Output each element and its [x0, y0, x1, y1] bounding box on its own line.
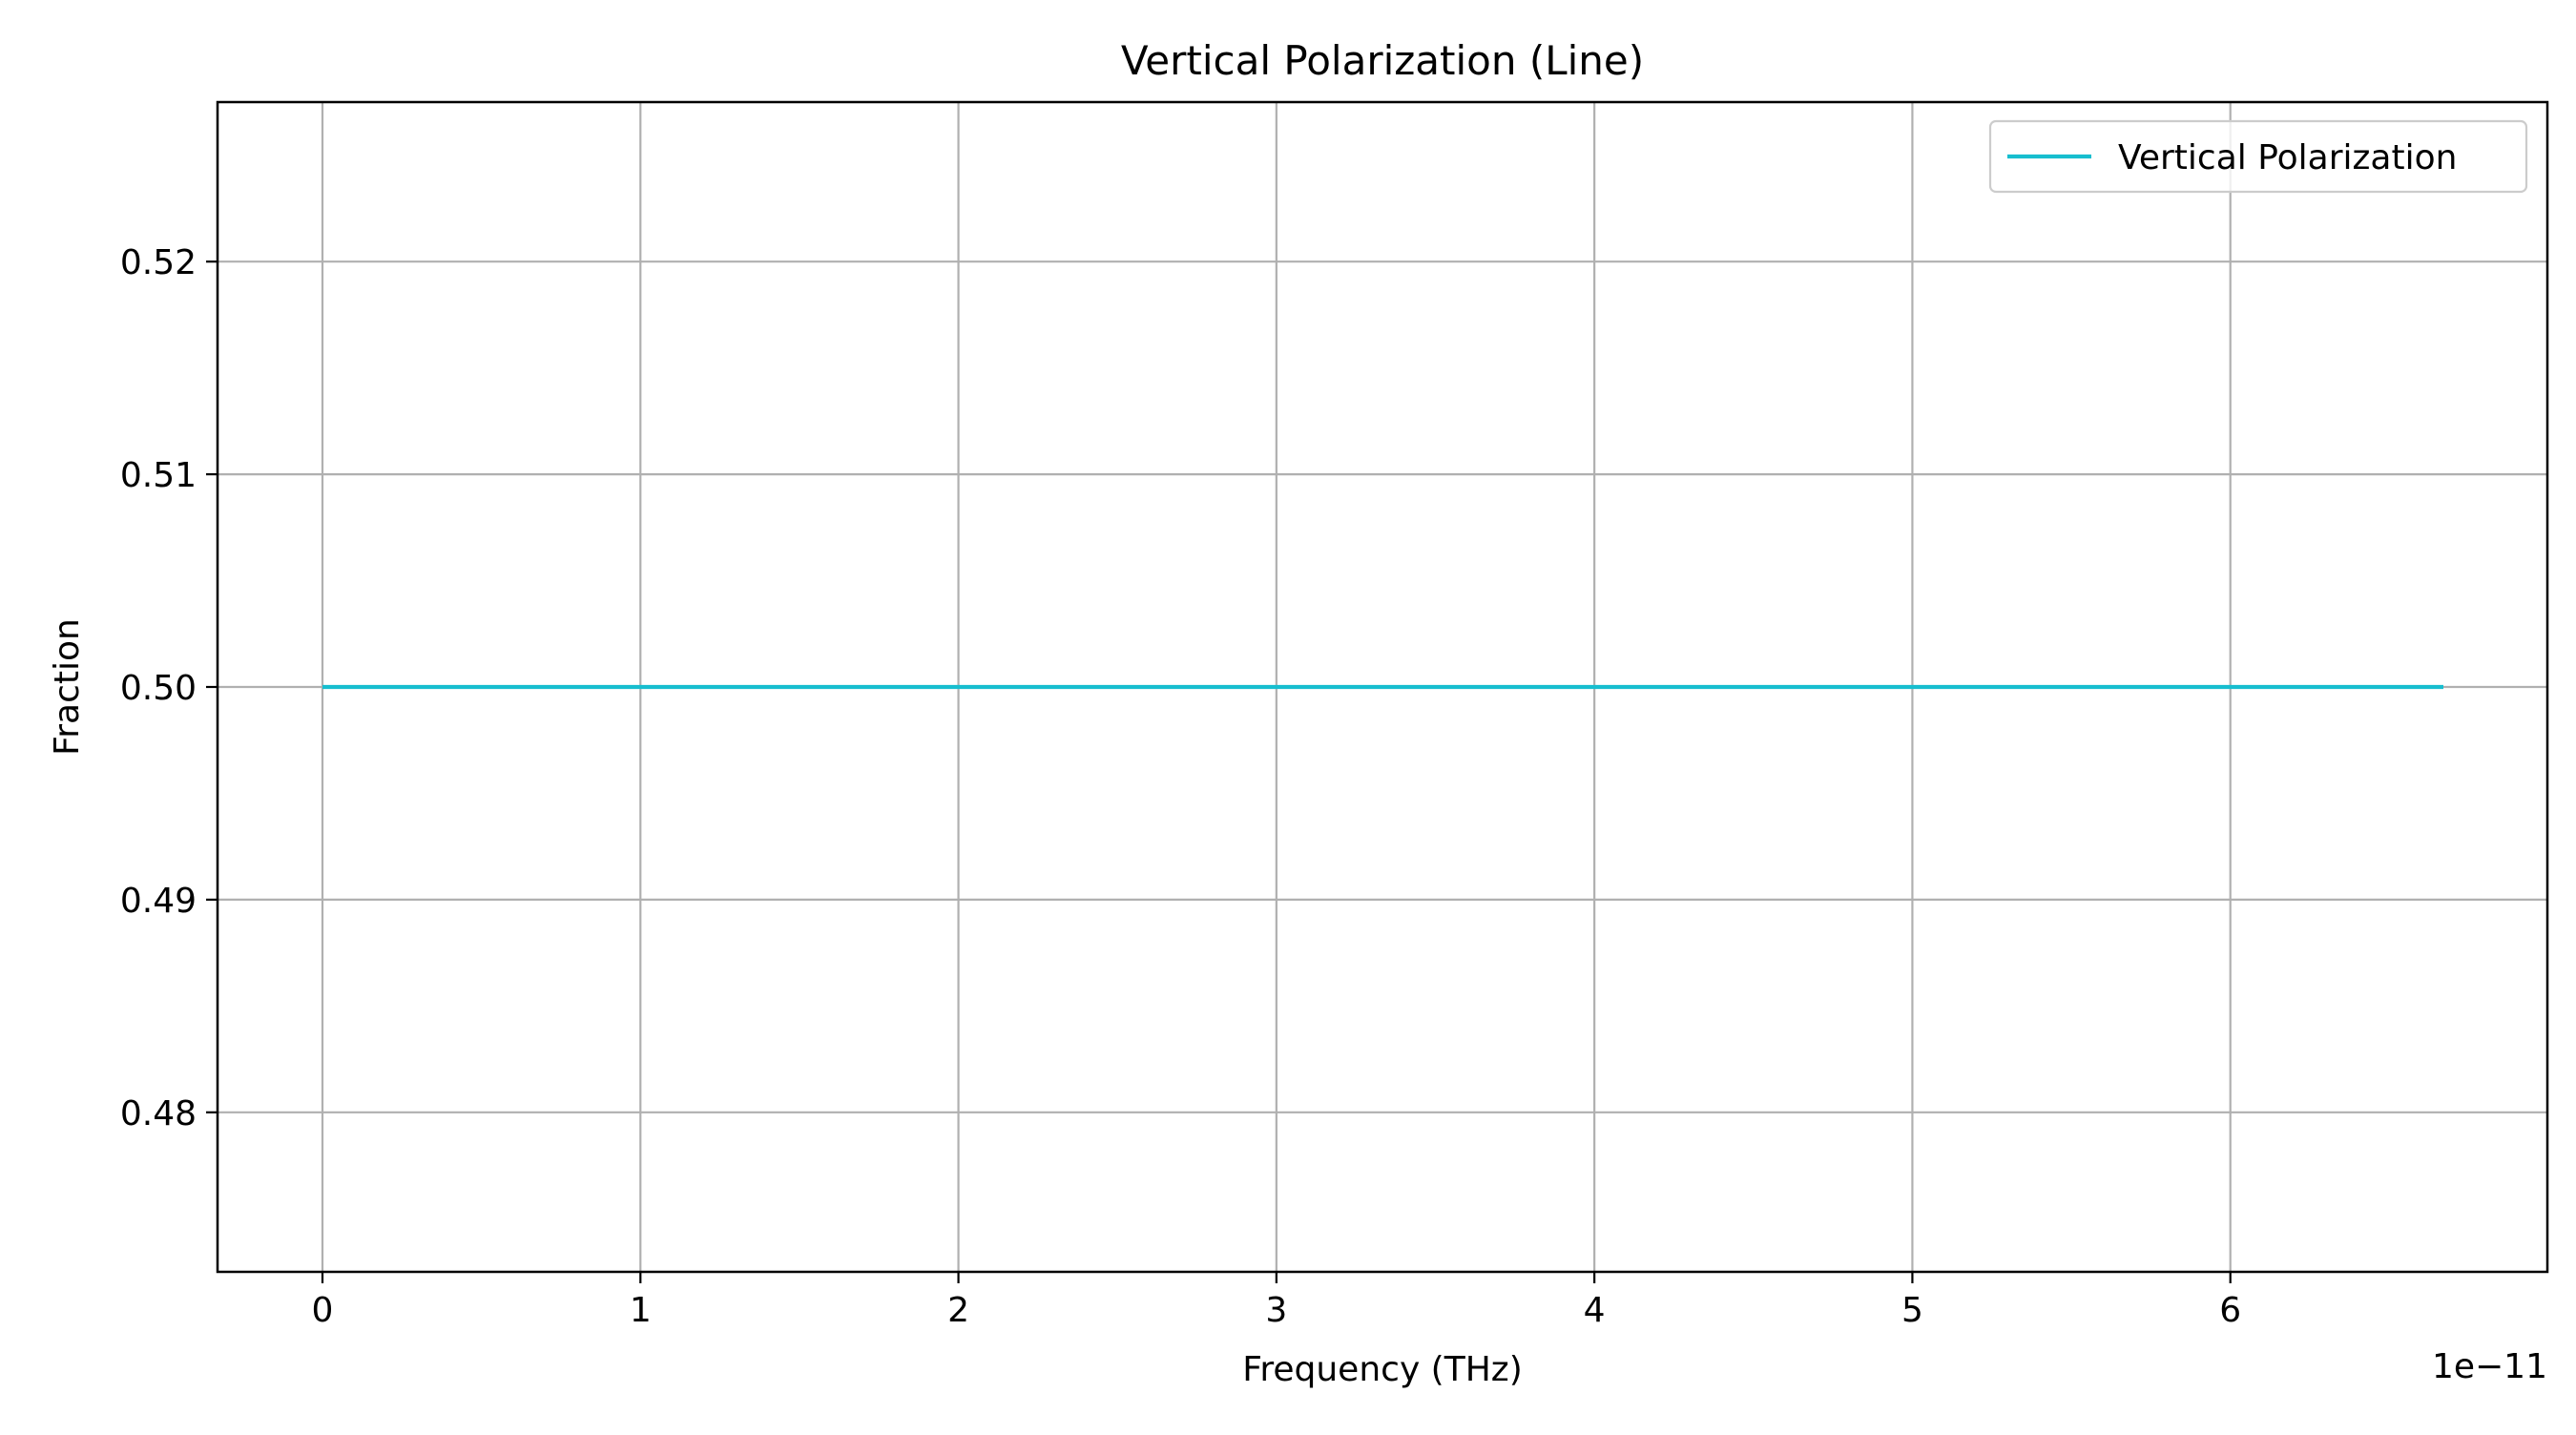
legend-label: Vertical Polarization	[2118, 138, 2457, 177]
x-tick-label: 4	[1584, 1291, 1606, 1330]
legend-box	[1988, 119, 2528, 194]
x-axis-offset-label: 1e−11	[2432, 1347, 2547, 1386]
x-tick-label: 1	[630, 1291, 652, 1330]
y-tick-label: 0.52	[120, 243, 197, 282]
legend: Vertical Polarization	[1988, 119, 2528, 194]
x-axis-ticks: 0 1 2 3 4 5 6	[312, 1272, 2241, 1330]
y-axis-ticks: 0.48 0.49 0.50 0.51 0.52	[120, 243, 218, 1133]
y-tick-label: 0.49	[120, 882, 197, 921]
y-axis-label: Fraction	[48, 618, 87, 756]
x-tick-label: 5	[1901, 1291, 1923, 1330]
x-tick-label: 0	[312, 1291, 334, 1330]
x-tick-label: 3	[1265, 1291, 1287, 1330]
y-tick-label: 0.48	[120, 1094, 197, 1133]
chart-title: Vertical Polarization (Line)	[1121, 37, 1644, 84]
x-tick-label: 6	[2219, 1291, 2241, 1330]
x-tick-label: 2	[947, 1291, 969, 1330]
x-axis-label: Frequency (THz)	[1242, 1350, 1522, 1389]
y-tick-label: 0.51	[120, 456, 197, 495]
y-tick-label: 0.50	[120, 669, 197, 708]
